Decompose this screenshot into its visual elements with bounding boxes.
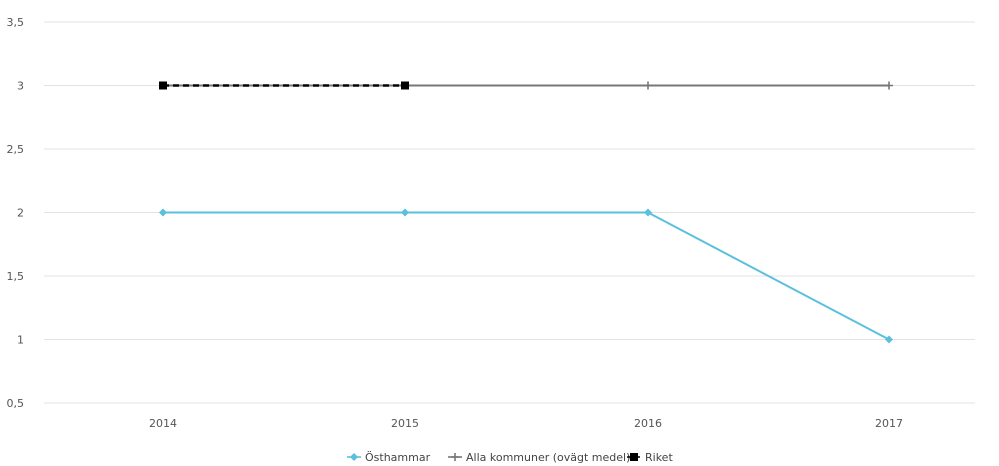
square-marker [630, 453, 638, 461]
legend: Östhammar Alla kommuner (ovägt medel) Rike… [347, 451, 673, 464]
plus-marker [885, 81, 893, 90]
y-tick-label: 0,5 [7, 397, 25, 410]
plus-marker [451, 453, 459, 461]
diamond-marker [159, 208, 167, 217]
legend-label: Östhammar [365, 451, 431, 464]
x-tick-label: 2017 [875, 417, 903, 430]
y-tick-label: 2,5 [7, 143, 25, 156]
diamond-marker [401, 208, 409, 217]
y-tick-label: 1 [17, 334, 24, 347]
legend-label: Alla kommuner (ovägt medel) [466, 451, 630, 464]
square-marker [401, 81, 409, 90]
y-tick-label: 2 [17, 207, 24, 220]
diamond-marker [644, 208, 652, 217]
y-tick-label: 3,5 [7, 16, 25, 29]
diamond-marker [885, 335, 893, 344]
y-tick-label: 1,5 [7, 270, 25, 283]
series-lines [159, 81, 893, 344]
plus-marker [644, 81, 652, 90]
y-axis-ticks: 3,5 3 2,5 2 1,5 1 0,5 [7, 16, 25, 410]
legend-label: Riket [645, 451, 673, 464]
x-axis-ticks: 2014 2015 2016 2017 [149, 417, 903, 430]
x-tick-label: 2016 [634, 417, 662, 430]
diamond-marker [350, 453, 358, 461]
x-tick-label: 2014 [149, 417, 177, 430]
series-line-0 [163, 211, 890, 341]
x-tick-label: 2015 [391, 417, 419, 430]
y-tick-label: 3 [17, 80, 24, 93]
square-marker [159, 81, 167, 90]
